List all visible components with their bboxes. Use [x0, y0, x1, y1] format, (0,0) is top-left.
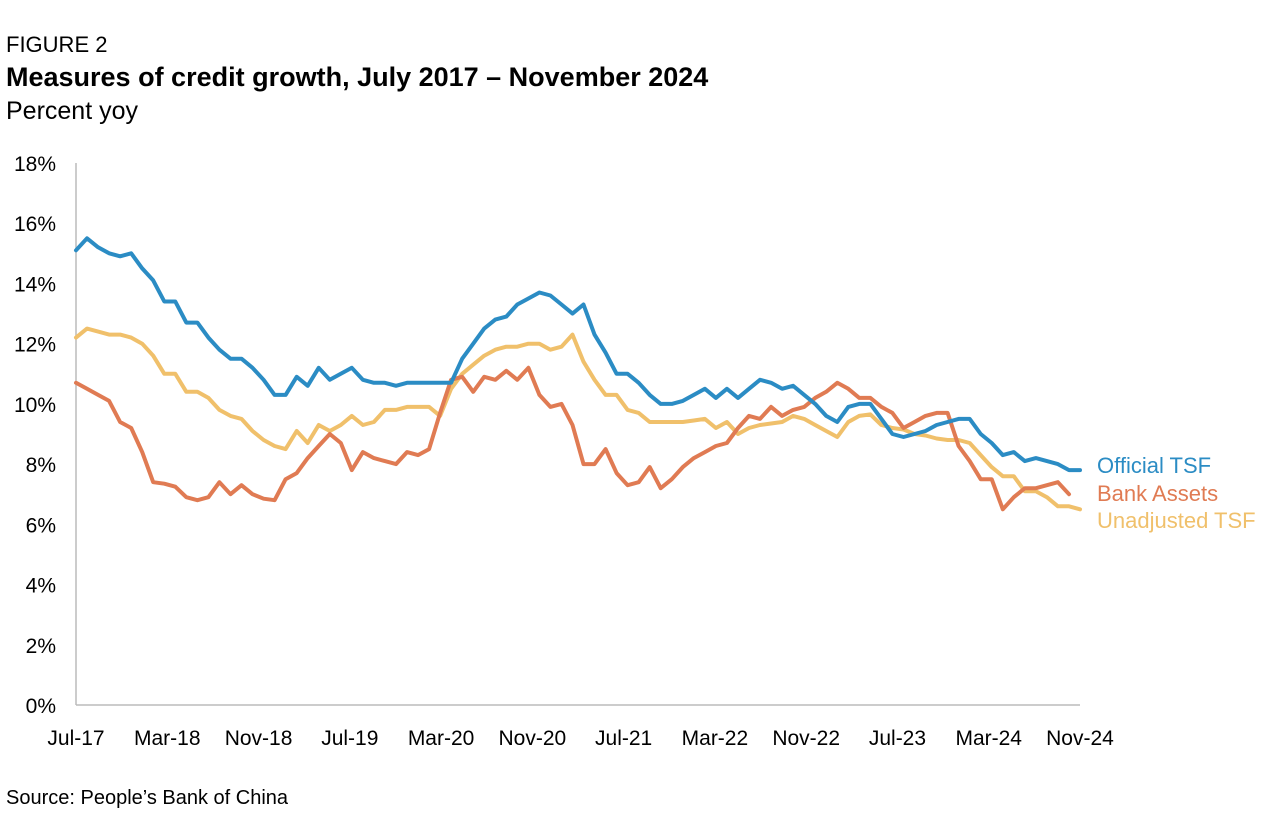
- y-tick-label: 10%: [14, 394, 56, 417]
- chart-title: Measures of credit growth, July 2017 – N…: [6, 62, 709, 92]
- x-tick-label: Jul-19: [321, 727, 378, 750]
- series-lines: [74, 236, 1082, 512]
- y-tick-label: 18%: [14, 153, 56, 176]
- x-axis: Jul-17 Mar-18 Nov-18 Jul-19 Mar-20 Nov-20 Jul-…: [47, 704, 1114, 750]
- source-note: Source: People’s Bank of China: [6, 787, 289, 809]
- legend-label-bank-assets: Bank Assets: [1097, 481, 1218, 506]
- figure-label: FIGURE 2: [6, 32, 108, 57]
- chart-subtitle: Percent yoy: [6, 97, 139, 125]
- y-tick-label: 16%: [14, 213, 56, 236]
- series-line-official-tsf: [74, 236, 1082, 473]
- x-tick-label: Mar-24: [955, 727, 1022, 750]
- y-tick-label: 2%: [26, 635, 56, 658]
- x-tick-label: Jul-17: [47, 727, 104, 750]
- x-tick-label: Nov-20: [499, 727, 567, 750]
- x-tick-label: Mar-22: [682, 727, 749, 750]
- y-tick-label: 4%: [26, 575, 56, 598]
- legend-label-official-tsf: Official TSF: [1097, 453, 1211, 478]
- x-tick-label: Nov-18: [225, 727, 293, 750]
- x-tick-label: Mar-20: [408, 727, 475, 750]
- x-tick-label: Mar-18: [134, 727, 201, 750]
- series-line-bank-assets: [74, 365, 1071, 512]
- x-tick-label: Nov-24: [1046, 727, 1114, 750]
- y-tick-label: 8%: [26, 454, 56, 477]
- y-tick-label: 6%: [26, 514, 56, 537]
- y-tick-label: 14%: [14, 273, 56, 296]
- x-tick-label: Nov-22: [772, 727, 840, 750]
- x-tick-label: Jul-21: [595, 727, 652, 750]
- credit-growth-line-chart: 0% 2% 4% 6% 8% 10% 12% 14% 16% 18% Jul-17 Mar-18 No…: [14, 153, 1256, 750]
- x-tick-label: Jul-23: [869, 727, 926, 750]
- y-tick-label: 12%: [14, 334, 56, 357]
- y-axis: 0% 2% 4% 6% 8% 10% 12% 14% 16% 18%: [14, 153, 77, 718]
- legend-label-unadjusted-tsf: Unadjusted TSF: [1097, 508, 1256, 533]
- y-tick-label: 0%: [26, 695, 56, 718]
